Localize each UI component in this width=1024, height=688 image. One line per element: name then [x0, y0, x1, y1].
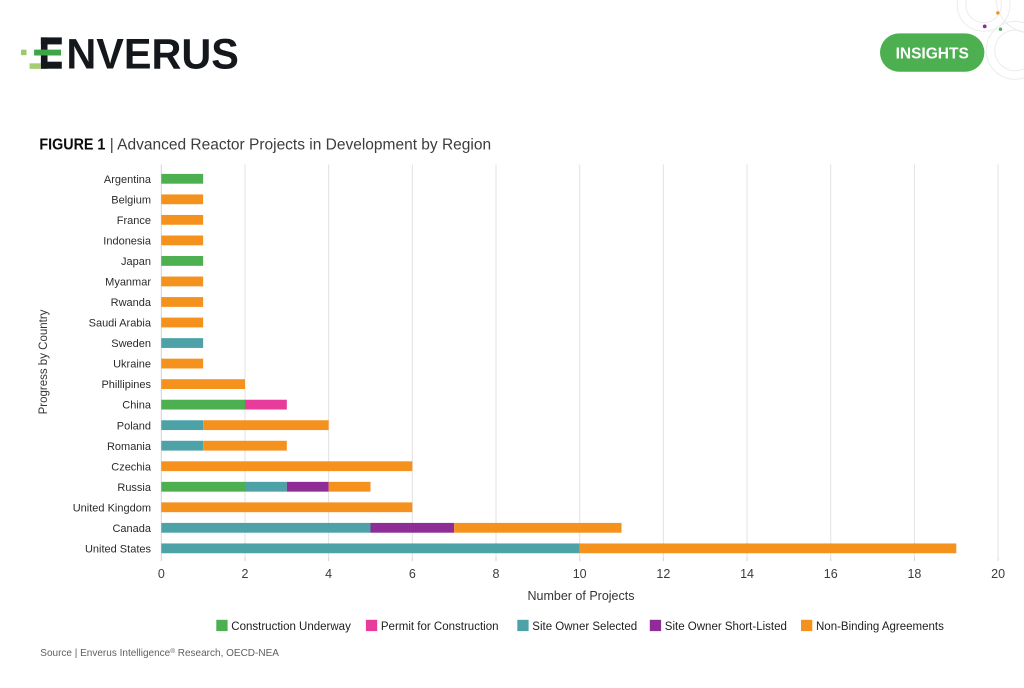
svg-text:Site Owner Short-Listed: Site Owner Short-Listed: [665, 621, 787, 633]
svg-text:Poland: Poland: [117, 420, 151, 432]
svg-text:Site Owner Selected: Site Owner Selected: [532, 621, 637, 633]
svg-text:Sweden: Sweden: [111, 338, 151, 350]
svg-text:Myanmar: Myanmar: [105, 277, 151, 289]
svg-text:Phillipines: Phillipines: [101, 379, 151, 391]
svg-text:France: France: [117, 215, 151, 227]
svg-text:Czechia: Czechia: [111, 461, 152, 473]
svg-text:12: 12: [656, 567, 670, 581]
svg-text:INSIGHTS: INSIGHTS: [896, 45, 969, 62]
svg-text:United States: United States: [85, 543, 152, 555]
svg-text:Russia: Russia: [117, 482, 152, 494]
svg-text:0: 0: [158, 567, 165, 581]
svg-text:Argentina: Argentina: [104, 174, 152, 186]
svg-text:16: 16: [824, 567, 838, 581]
svg-text:Number of Projects: Number of Projects: [528, 589, 635, 603]
svg-text:4: 4: [325, 567, 332, 581]
svg-text:18: 18: [907, 567, 921, 581]
svg-text:Progress by Country: Progress by Country: [38, 309, 50, 414]
svg-text:Belgium: Belgium: [111, 194, 151, 206]
svg-text:20: 20: [991, 567, 1005, 581]
svg-text:14: 14: [740, 567, 754, 581]
svg-text:6: 6: [409, 567, 416, 581]
svg-text:8: 8: [493, 567, 500, 581]
svg-text:FIGURE 1 | Advanced Reactor Pr: FIGURE 1 | Advanced Reactor Projects in …: [39, 136, 491, 153]
svg-text:Permit for Construction: Permit for Construction: [381, 621, 499, 633]
svg-text:United Kingdom: United Kingdom: [73, 502, 151, 514]
svg-text:NVERUS: NVERUS: [66, 31, 239, 79]
svg-text:2: 2: [242, 567, 249, 581]
svg-text:Ukraine: Ukraine: [113, 359, 151, 371]
svg-text:10: 10: [573, 567, 587, 581]
svg-text:Construction Underway: Construction Underway: [231, 621, 351, 633]
svg-text:Non-Binding Agreements: Non-Binding Agreements: [816, 621, 944, 633]
svg-text:Saudi Arabia: Saudi Arabia: [89, 318, 152, 330]
svg-text:Indonesia: Indonesia: [103, 235, 152, 247]
svg-text:Rwanda: Rwanda: [111, 297, 152, 309]
svg-text:Canada: Canada: [112, 523, 151, 535]
svg-text:Japan: Japan: [121, 256, 151, 268]
svg-text:Romania: Romania: [107, 441, 152, 453]
svg-text:China: China: [122, 400, 152, 412]
svg-text:Source | Enverus Intelligence®: Source | Enverus Intelligence® Research,…: [40, 647, 279, 660]
